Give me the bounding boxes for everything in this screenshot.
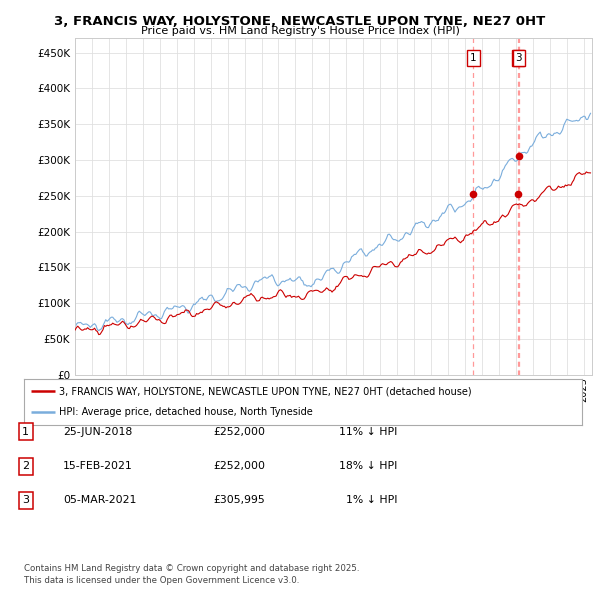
Text: Contains HM Land Registry data © Crown copyright and database right 2025.
This d: Contains HM Land Registry data © Crown c… — [24, 565, 359, 585]
Text: 2: 2 — [22, 461, 29, 471]
Text: HPI: Average price, detached house, North Tyneside: HPI: Average price, detached house, Nort… — [59, 407, 313, 417]
Text: 05-MAR-2021: 05-MAR-2021 — [63, 496, 136, 505]
Text: 3, FRANCIS WAY, HOLYSTONE, NEWCASTLE UPON TYNE, NE27 0HT (detached house): 3, FRANCIS WAY, HOLYSTONE, NEWCASTLE UPO… — [59, 386, 471, 396]
Text: £252,000: £252,000 — [213, 427, 265, 437]
Text: 1% ↓ HPI: 1% ↓ HPI — [339, 496, 397, 505]
Text: 2: 2 — [515, 53, 521, 63]
Text: 3: 3 — [22, 496, 29, 505]
Text: £252,000: £252,000 — [213, 461, 265, 471]
Text: 25-JUN-2018: 25-JUN-2018 — [63, 427, 132, 437]
Text: 3: 3 — [515, 53, 522, 63]
Text: 18% ↓ HPI: 18% ↓ HPI — [339, 461, 397, 471]
Text: 1: 1 — [470, 53, 476, 63]
Text: Price paid vs. HM Land Registry's House Price Index (HPI): Price paid vs. HM Land Registry's House … — [140, 26, 460, 36]
Text: 15-FEB-2021: 15-FEB-2021 — [63, 461, 133, 471]
Text: £305,995: £305,995 — [213, 496, 265, 505]
Text: 11% ↓ HPI: 11% ↓ HPI — [339, 427, 397, 437]
Text: 1: 1 — [22, 427, 29, 437]
Text: 3, FRANCIS WAY, HOLYSTONE, NEWCASTLE UPON TYNE, NE27 0HT: 3, FRANCIS WAY, HOLYSTONE, NEWCASTLE UPO… — [55, 15, 545, 28]
